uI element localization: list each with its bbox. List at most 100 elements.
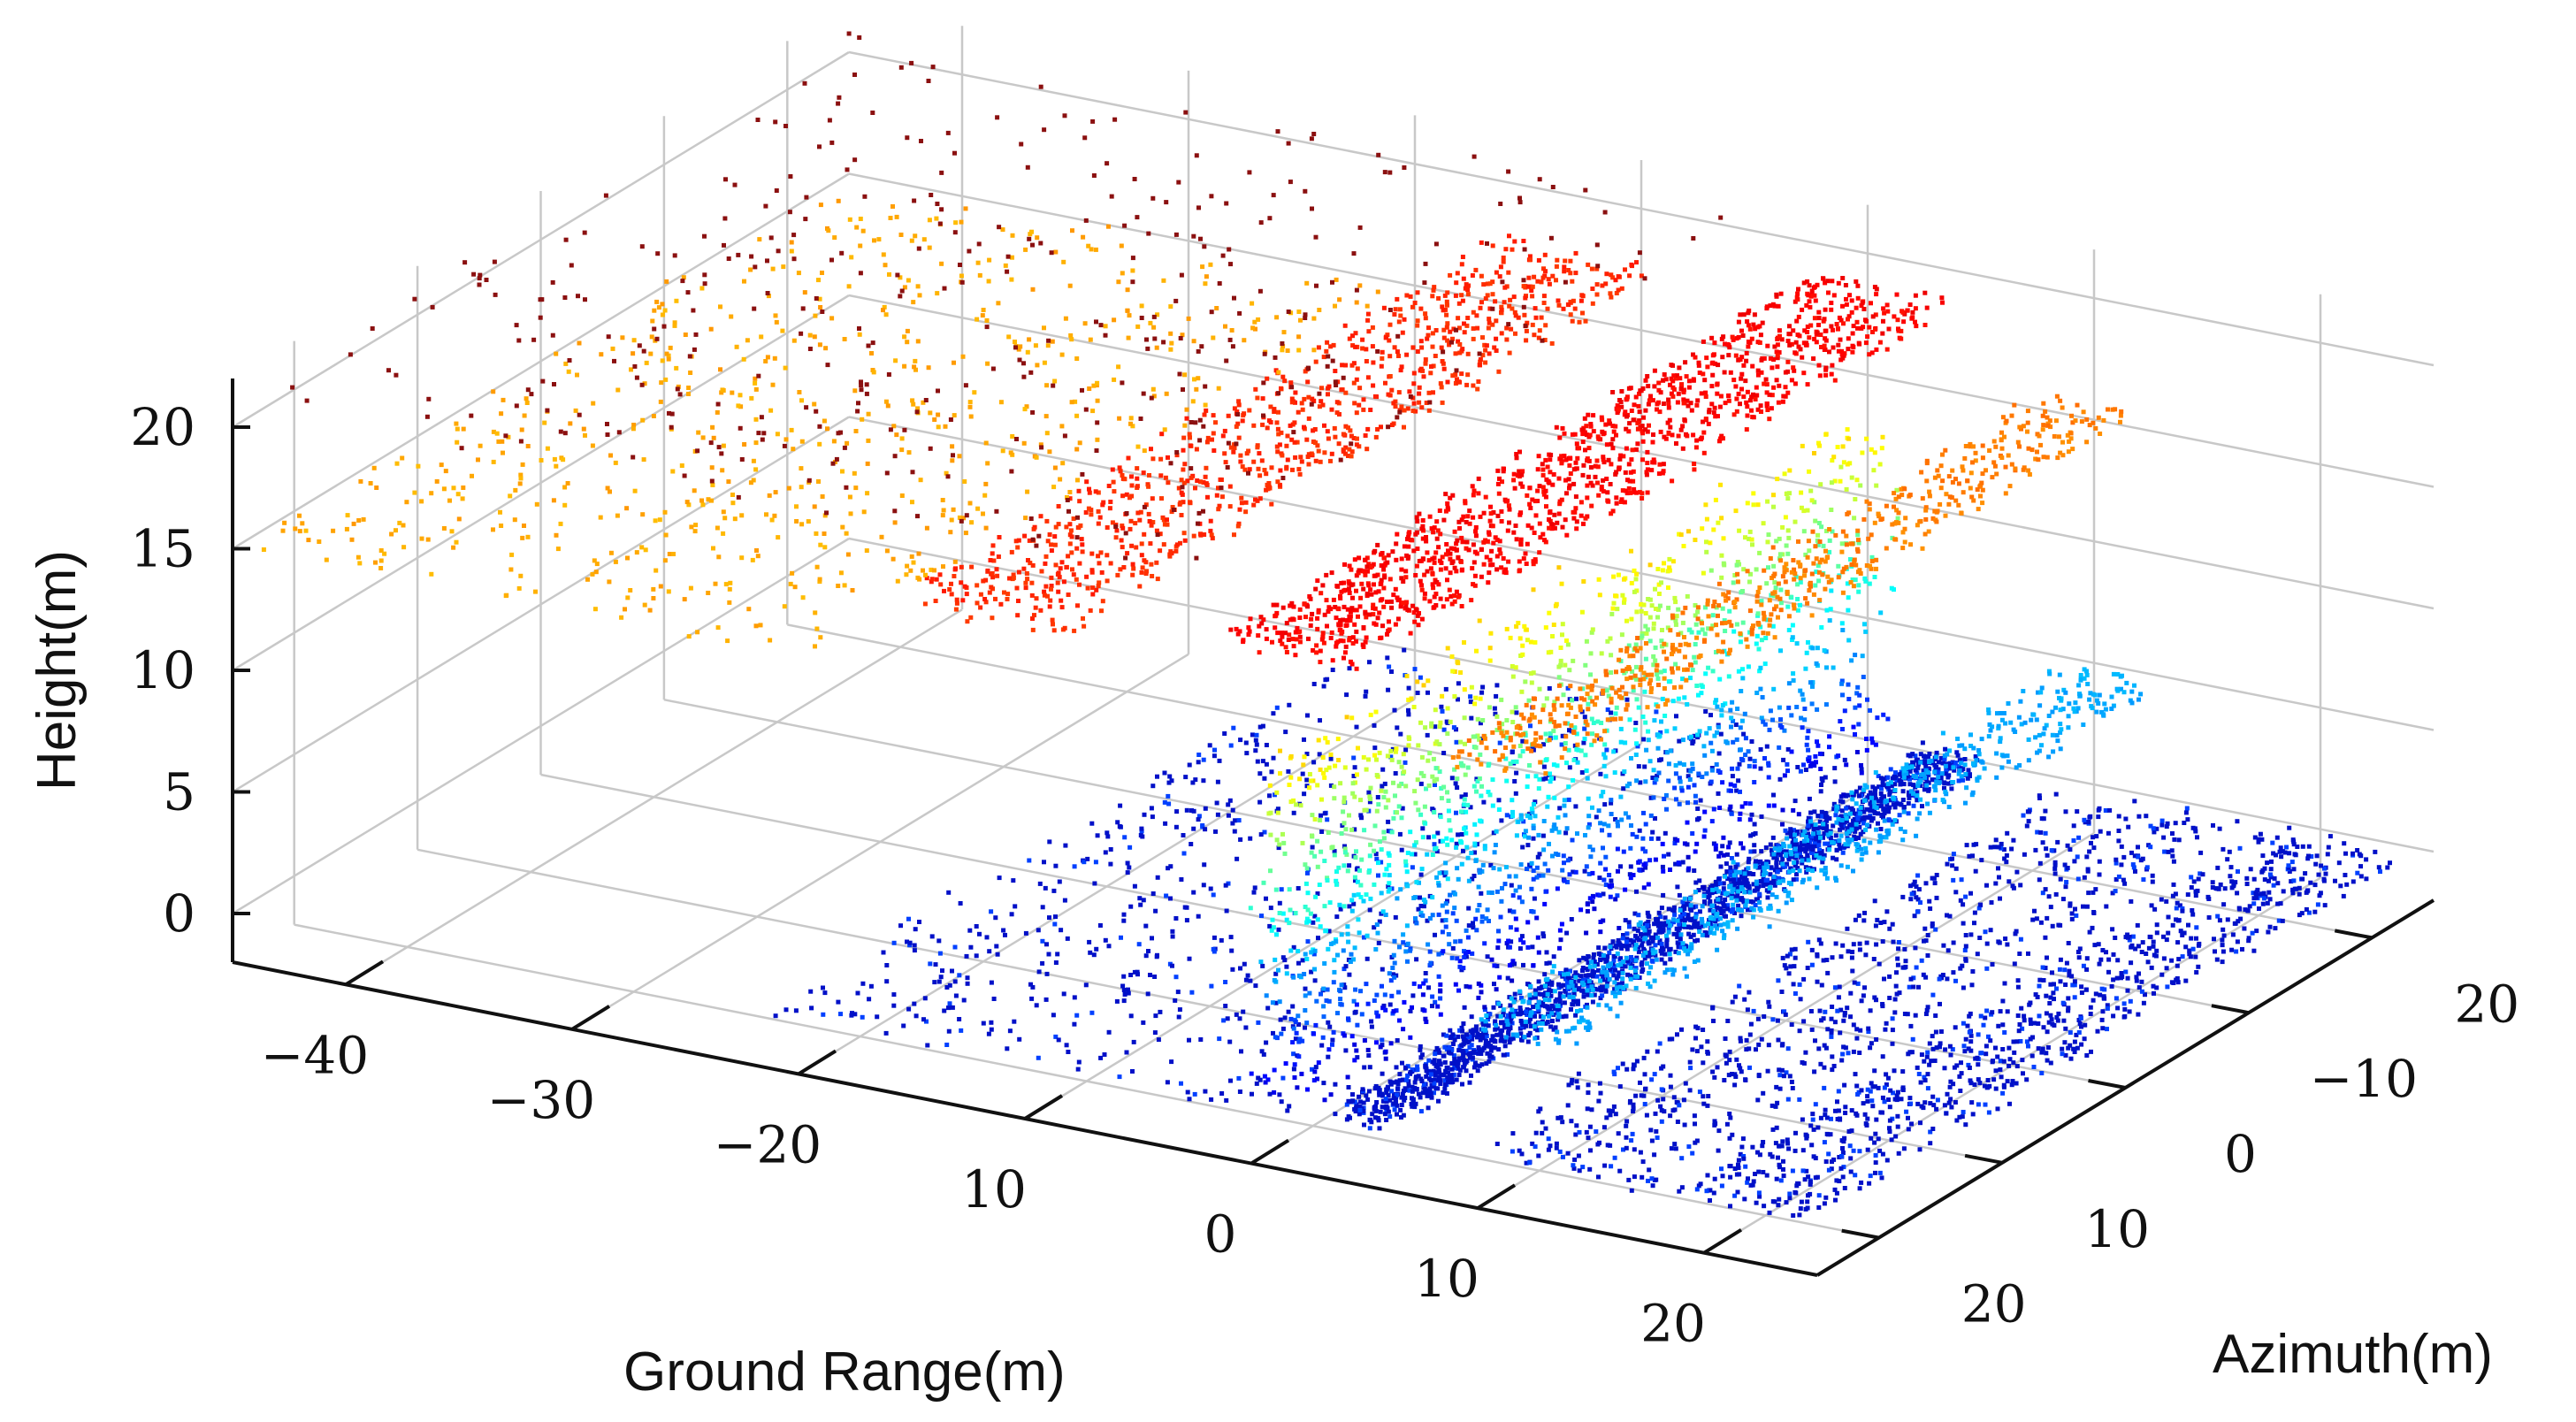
data-point xyxy=(1193,777,1198,783)
data-point xyxy=(1731,580,1736,585)
data-point xyxy=(1810,1112,1815,1117)
data-point xyxy=(1291,798,1296,803)
data-point xyxy=(1764,888,1770,893)
data-point xyxy=(2193,893,2198,898)
data-point xyxy=(1415,1064,1420,1069)
data-point xyxy=(933,962,938,967)
data-point xyxy=(1746,664,1751,669)
data-point xyxy=(1508,1019,1513,1024)
data-point xyxy=(1907,782,1913,787)
data-point xyxy=(1546,1147,1551,1152)
data-point xyxy=(1624,931,1630,937)
data-point xyxy=(1577,986,1582,991)
data-point xyxy=(1401,932,1406,937)
data-point xyxy=(1713,843,1718,848)
data-point xyxy=(2102,987,2107,992)
data-point xyxy=(1642,1102,1647,1106)
data-point xyxy=(1840,1146,1845,1151)
data-point xyxy=(1857,785,1862,791)
data-point xyxy=(1333,1112,1338,1117)
data-point xyxy=(2096,942,2101,947)
data-point xyxy=(1779,1143,1785,1149)
data-point xyxy=(1127,865,1132,870)
data-point xyxy=(1272,1089,1277,1095)
data-point xyxy=(2152,990,2156,996)
data-point xyxy=(1599,651,1604,656)
data-point xyxy=(2002,856,2007,861)
data-point xyxy=(1604,747,1609,753)
data-point xyxy=(1655,676,1661,681)
data-point xyxy=(1794,876,1799,882)
data-point xyxy=(1690,741,1695,745)
data-point xyxy=(1056,1037,1061,1043)
data-point xyxy=(1571,1166,1577,1171)
data-point xyxy=(967,928,973,933)
data-point xyxy=(1613,1112,1618,1117)
data-point xyxy=(1458,739,1464,745)
data-point xyxy=(1840,444,1846,449)
data-point xyxy=(1986,1110,1991,1115)
data-point xyxy=(1977,1081,1983,1086)
data-point xyxy=(1788,827,1793,832)
data-point xyxy=(1426,985,1431,990)
data-point xyxy=(1660,696,1665,701)
data-point xyxy=(1661,947,1666,952)
data-point xyxy=(1428,1069,1433,1074)
data-point xyxy=(1798,602,1802,608)
data-point xyxy=(2007,1057,2013,1062)
data-point xyxy=(2270,840,2275,845)
data-point xyxy=(1436,1067,1441,1073)
data-point xyxy=(1817,847,1822,852)
data-point xyxy=(1449,1080,1454,1085)
data-point xyxy=(1922,1078,1928,1083)
data-point xyxy=(2041,1025,2046,1030)
data-point xyxy=(2170,922,2175,928)
data-point xyxy=(1571,869,1576,875)
data-point xyxy=(1580,988,1586,993)
data-point xyxy=(1890,535,1895,540)
data-point xyxy=(1234,856,1240,861)
data-point xyxy=(1406,712,1411,717)
data-point xyxy=(2068,901,2073,906)
data-point xyxy=(1787,468,1792,473)
data-point xyxy=(1803,849,1808,854)
data-point xyxy=(2043,887,2048,892)
data-point xyxy=(2121,854,2127,860)
data-point xyxy=(1631,1106,1636,1111)
data-point xyxy=(1609,1164,1614,1169)
data-point xyxy=(2127,937,2132,943)
data-point xyxy=(1524,1160,1529,1166)
data-point xyxy=(2187,948,2192,953)
data-point xyxy=(1758,859,1763,864)
data-point xyxy=(1664,750,1670,755)
data-point xyxy=(1869,1135,1874,1141)
data-point xyxy=(1719,516,1724,521)
data-point xyxy=(1486,1040,1491,1045)
data-point xyxy=(1731,906,1736,912)
data-point xyxy=(1229,948,1234,953)
data-point xyxy=(1449,837,1455,843)
data-point xyxy=(1344,1117,1349,1122)
data-point xyxy=(1648,795,1654,800)
data-point xyxy=(1652,1152,1657,1158)
data-point xyxy=(1470,876,1475,882)
data-point xyxy=(1785,830,1790,836)
data-point xyxy=(1721,903,1726,908)
data-point xyxy=(1425,732,1430,738)
data-point xyxy=(1557,997,1563,1002)
data-point xyxy=(1782,1009,1787,1014)
data-point xyxy=(2309,854,2314,859)
data-point xyxy=(1782,773,1787,778)
data-point xyxy=(1717,881,1723,886)
data-point xyxy=(2018,937,2023,942)
data-point xyxy=(1868,790,1873,795)
data-point xyxy=(1613,817,1618,822)
data-point xyxy=(2088,1005,2093,1010)
data-point xyxy=(1908,883,1913,889)
data-point xyxy=(1887,1105,1892,1110)
data-point xyxy=(1781,1074,1786,1079)
data-point xyxy=(1528,639,1533,645)
data-point xyxy=(2063,1052,2068,1058)
data-point xyxy=(1366,1089,1372,1094)
data-point xyxy=(1586,1082,1591,1088)
